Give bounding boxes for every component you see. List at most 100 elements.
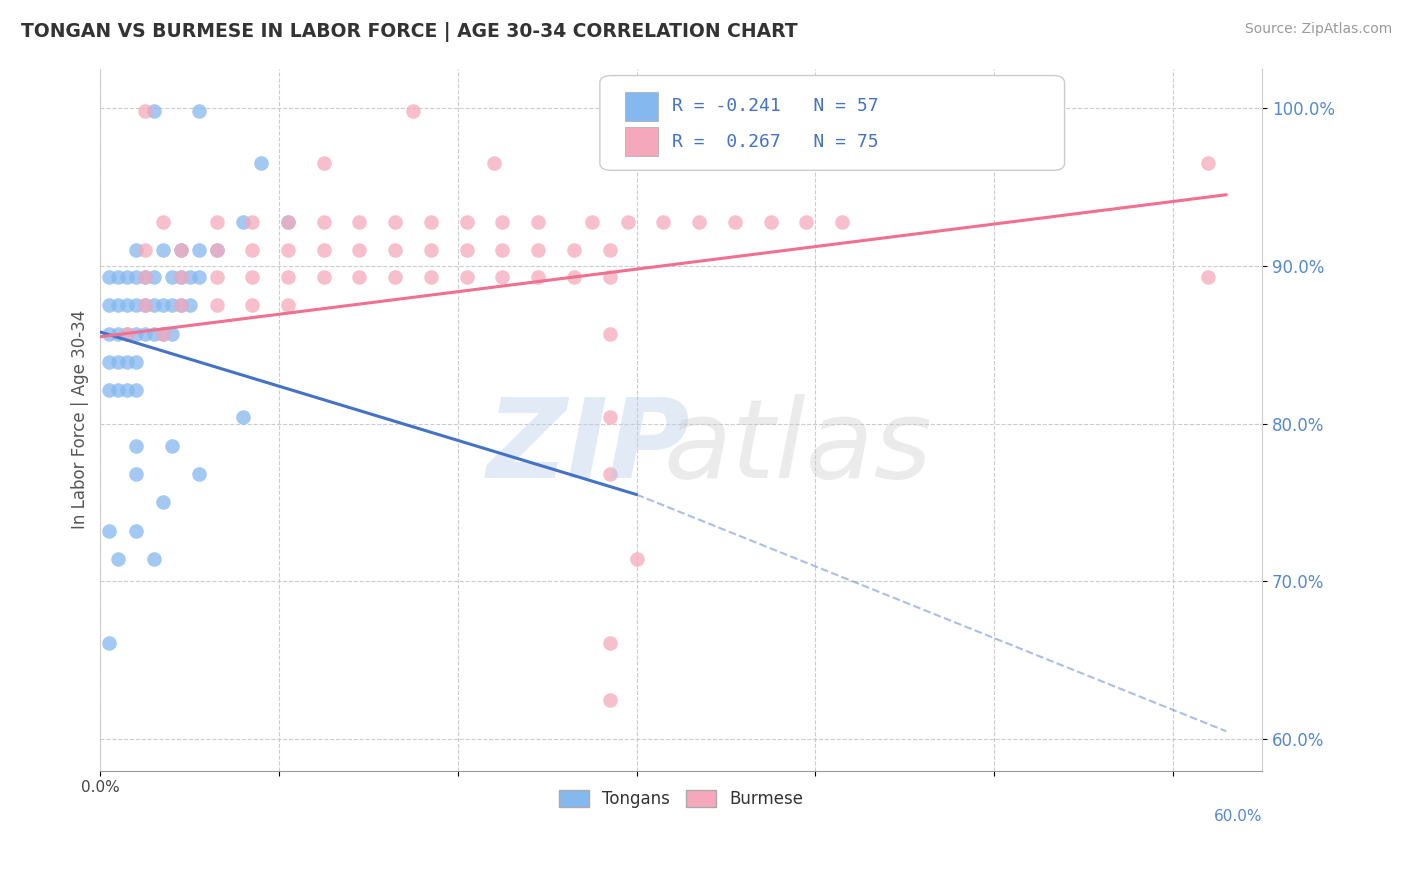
Point <box>1197 269 1219 284</box>
Point <box>107 384 129 398</box>
Point <box>107 355 129 369</box>
Point <box>599 269 621 284</box>
Point <box>134 243 156 257</box>
Point <box>125 439 148 453</box>
Point <box>98 269 121 284</box>
Point <box>616 214 638 228</box>
Point <box>277 243 299 257</box>
Point <box>98 636 121 650</box>
Point <box>205 298 228 312</box>
Point <box>831 214 853 228</box>
Point <box>170 298 193 312</box>
Text: R = -0.241   N = 57: R = -0.241 N = 57 <box>672 96 879 115</box>
Point <box>143 298 166 312</box>
Point <box>125 326 148 341</box>
Point <box>581 214 603 228</box>
Point <box>125 298 148 312</box>
Point <box>187 269 209 284</box>
Point <box>240 298 263 312</box>
Point <box>599 636 621 650</box>
Point <box>160 439 183 453</box>
Point <box>160 326 183 341</box>
Point <box>115 355 138 369</box>
Point <box>107 326 129 341</box>
Point <box>599 326 621 341</box>
Point <box>160 269 183 284</box>
Point <box>420 269 443 284</box>
Point <box>277 214 299 228</box>
Point <box>179 298 201 312</box>
Point <box>170 298 193 312</box>
Point <box>482 156 505 170</box>
Point <box>98 355 121 369</box>
Point <box>562 269 585 284</box>
Point <box>160 298 183 312</box>
Point <box>170 243 193 257</box>
Point <box>911 156 934 170</box>
Point <box>240 243 263 257</box>
Point <box>527 269 550 284</box>
Point <box>152 214 174 228</box>
Point <box>125 524 148 538</box>
Point <box>107 552 129 566</box>
Point <box>312 156 335 170</box>
Point <box>527 214 550 228</box>
Bar <box>626 127 658 156</box>
Point <box>115 269 138 284</box>
Point <box>794 214 817 228</box>
Point <box>187 104 209 119</box>
Text: TONGAN VS BURMESE IN LABOR FORCE | AGE 30-34 CORRELATION CHART: TONGAN VS BURMESE IN LABOR FORCE | AGE 3… <box>21 22 797 42</box>
Point <box>134 298 156 312</box>
Point <box>599 104 621 119</box>
Point <box>866 104 889 119</box>
Text: 60.0%: 60.0% <box>1213 809 1263 824</box>
Point <box>384 243 406 257</box>
Point <box>170 243 193 257</box>
Point <box>240 269 263 284</box>
Point <box>125 243 148 257</box>
Point <box>240 214 263 228</box>
Point <box>724 214 747 228</box>
Point <box>599 467 621 481</box>
Point <box>456 243 478 257</box>
Point <box>152 298 174 312</box>
Point <box>170 269 193 284</box>
Point <box>115 298 138 312</box>
Point <box>152 326 174 341</box>
Y-axis label: In Labor Force | Age 30-34: In Labor Force | Age 30-34 <box>72 310 89 529</box>
Point <box>349 243 371 257</box>
Point <box>205 243 228 257</box>
Point <box>420 214 443 228</box>
Point <box>759 214 782 228</box>
Point <box>599 243 621 257</box>
Text: ZIP: ZIP <box>486 394 690 501</box>
Point <box>98 524 121 538</box>
Point <box>384 214 406 228</box>
Point <box>232 214 254 228</box>
Point <box>277 298 299 312</box>
Point <box>187 243 209 257</box>
Point <box>143 269 166 284</box>
Point <box>688 214 710 228</box>
Point <box>491 269 513 284</box>
Point <box>652 214 675 228</box>
Point <box>152 243 174 257</box>
Point <box>491 214 513 228</box>
Point <box>143 104 166 119</box>
Point <box>98 326 121 341</box>
Point <box>562 243 585 257</box>
Point <box>179 269 201 284</box>
Point <box>170 269 193 284</box>
Point <box>599 410 621 425</box>
Bar <box>626 92 658 121</box>
Text: atlas: atlas <box>664 394 932 501</box>
Point <box>456 269 478 284</box>
Legend: Tongans, Burmese: Tongans, Burmese <box>553 783 810 815</box>
Point <box>312 243 335 257</box>
Text: R =  0.267   N = 75: R = 0.267 N = 75 <box>672 133 879 152</box>
FancyBboxPatch shape <box>600 76 1064 170</box>
Point <box>115 326 138 341</box>
Point <box>187 467 209 481</box>
Point <box>107 298 129 312</box>
Point <box>420 243 443 257</box>
